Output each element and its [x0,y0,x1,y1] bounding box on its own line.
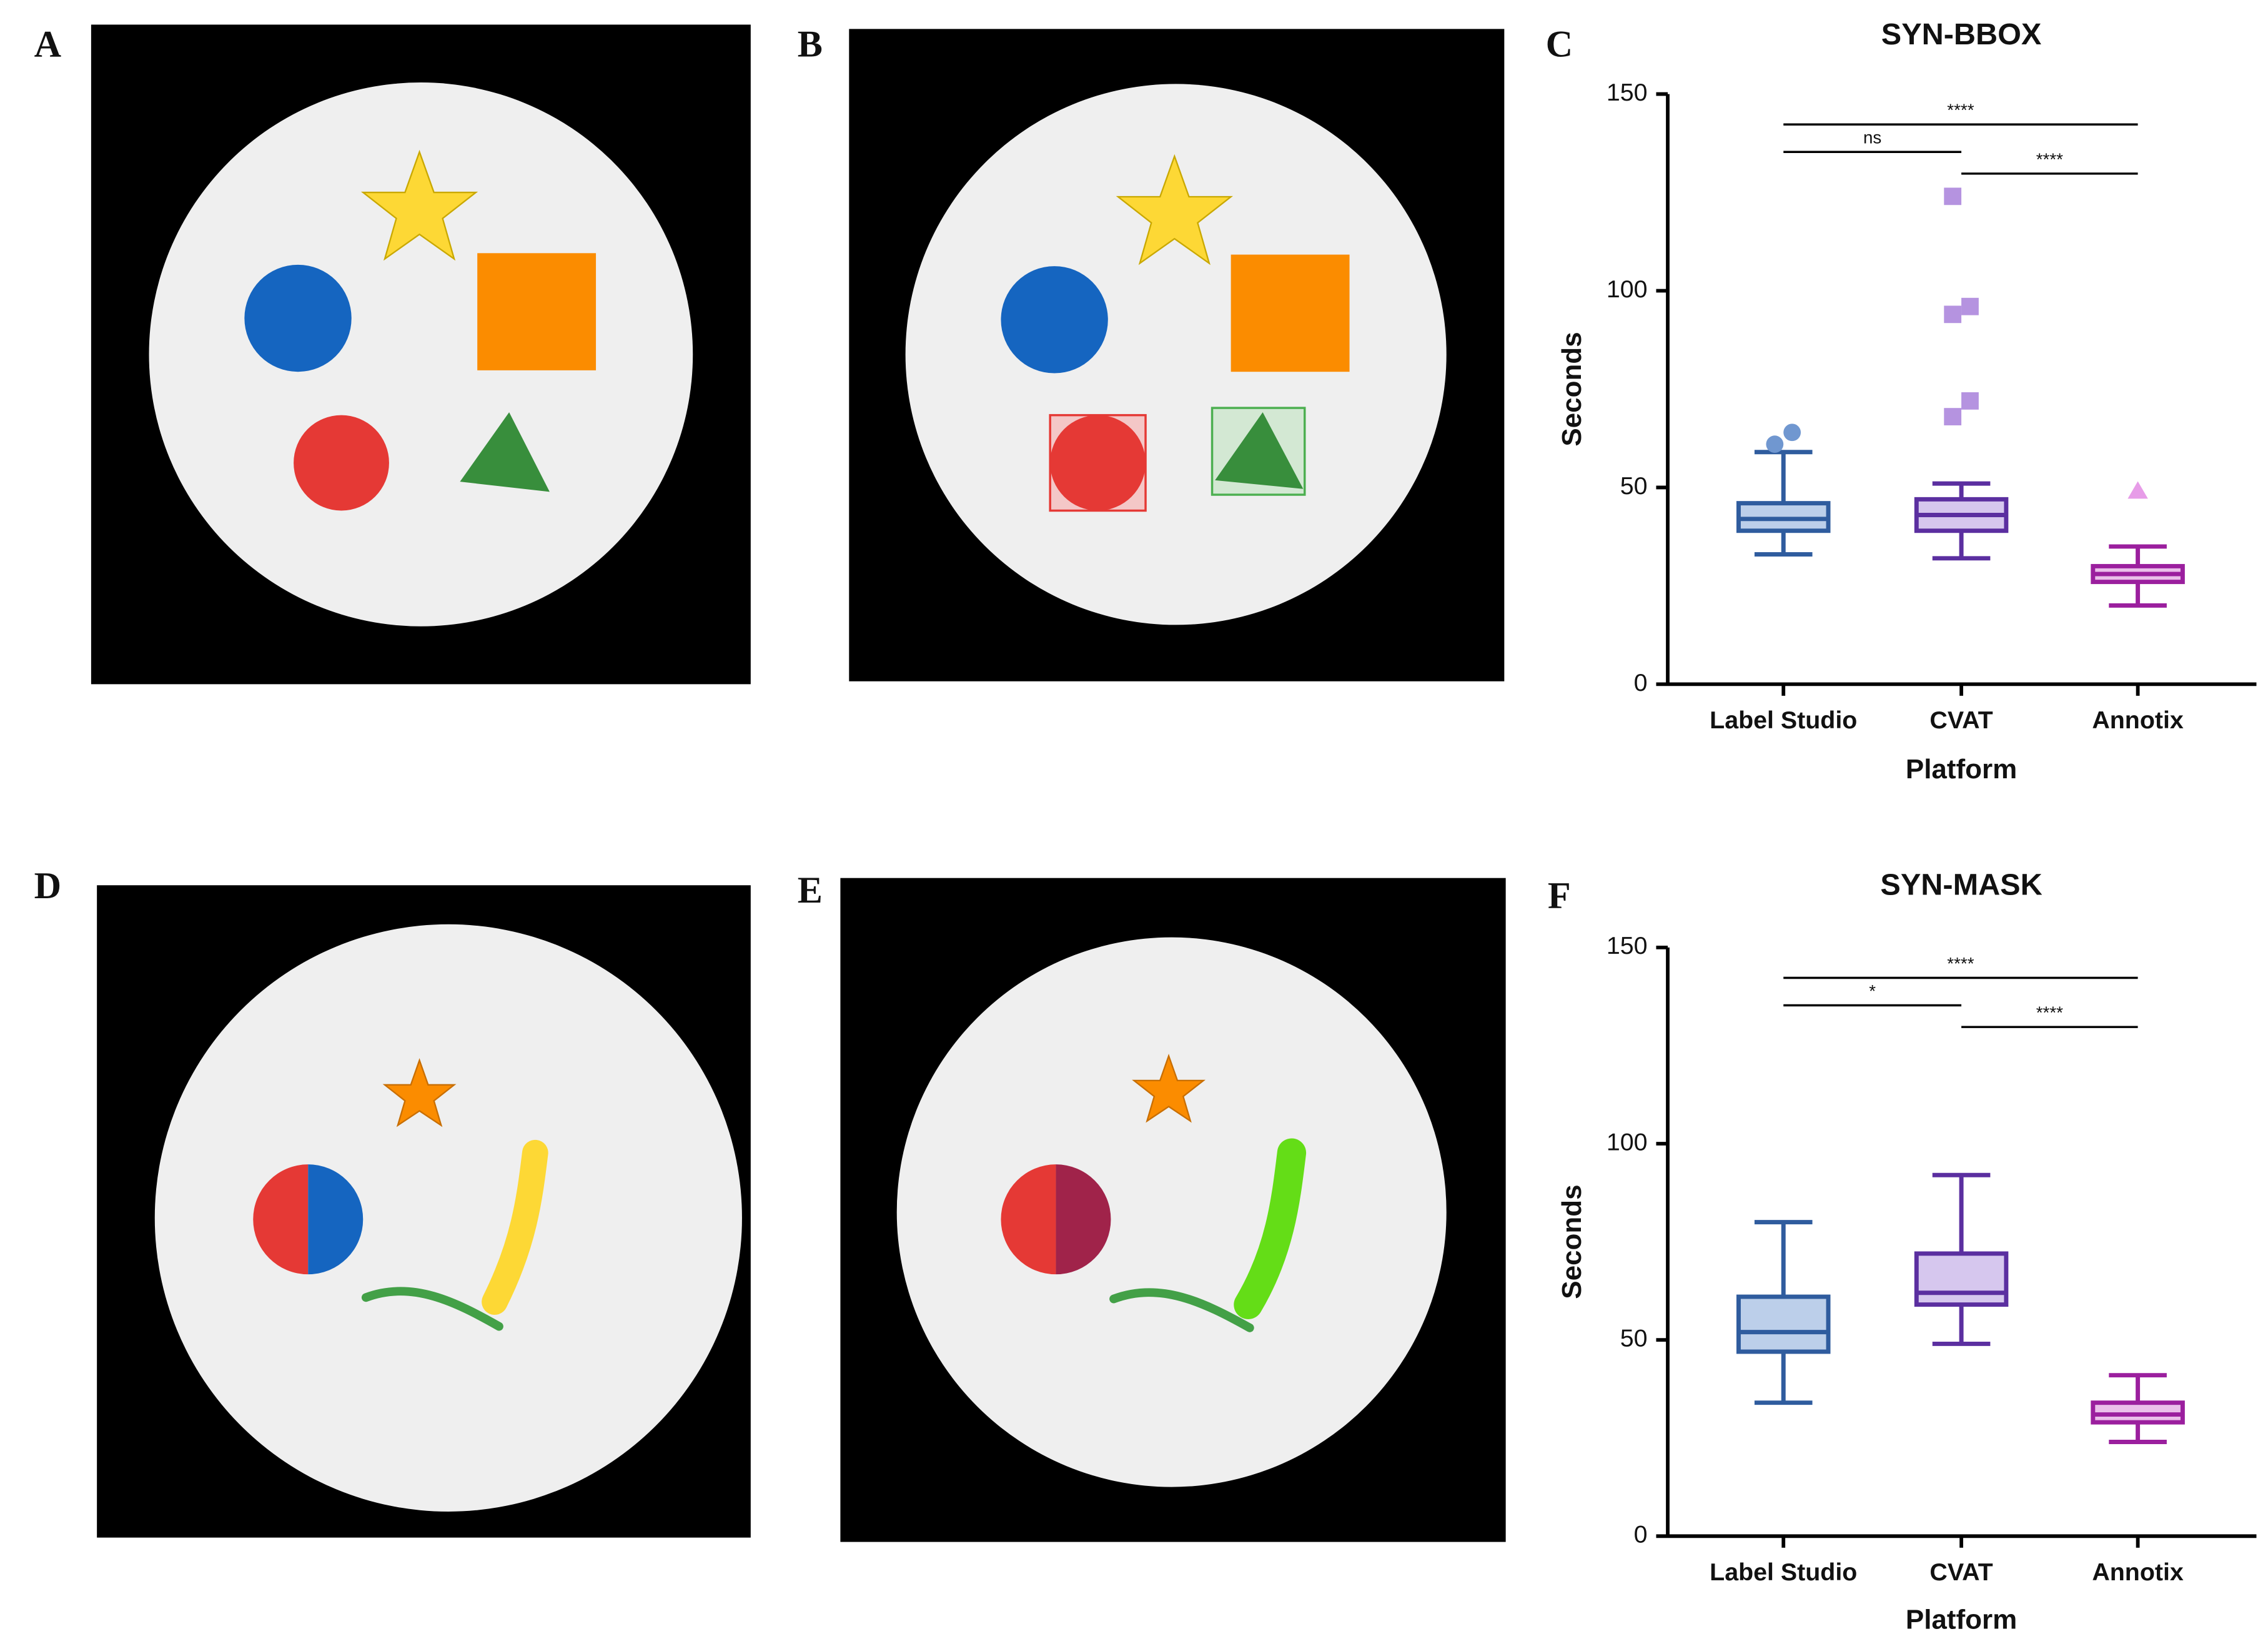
y-axis-label: Seconds [1557,332,1587,446]
half-circle [308,1164,364,1275]
outlier [1961,392,1979,410]
triangle [460,412,550,492]
stroke [1109,1288,1254,1332]
y-tick-label: 0 [1634,1521,1648,1548]
circle [1001,266,1108,374]
x-axis-label: Platform [1906,754,2017,785]
x-tick-label: Annotix [2092,706,2184,734]
x-tick-label: Annotix [2092,1558,2184,1586]
significance-label: **** [1947,954,1974,973]
outlier [1766,435,1784,453]
circle [1050,415,1146,511]
stroke [1234,1138,1307,1319]
panel-b [849,29,1505,681]
significance-label: * [1869,981,1876,1001]
x-axis-label: Platform [1906,1605,2017,1635]
panel-label: A [34,23,62,65]
panel-d [97,885,751,1538]
panel-e [840,878,1506,1542]
y-tick-label: 100 [1607,275,1648,303]
triangle [1215,412,1304,489]
y-tick-label: 150 [1607,79,1648,106]
box [1914,1251,2009,1307]
panel-a [91,24,751,685]
outlier [1944,305,1962,324]
square [1231,254,1350,372]
significance-label: ns [1863,128,1881,147]
stroke [361,1287,503,1331]
dish [149,82,693,626]
panel-label: D [34,865,61,907]
stroke [482,1139,548,1315]
panel-label: B [798,23,823,65]
x-tick-label: CVAT [1929,706,1993,734]
square [477,253,597,370]
y-tick-label: 0 [1634,669,1648,696]
x-tick-label: Label Studio [1710,1558,1857,1586]
dish [896,937,1447,1487]
outlier [2127,481,2148,499]
y-axis-label: Seconds [1557,1184,1587,1299]
significance-label: **** [1947,101,1974,120]
y-tick-label: 100 [1607,1128,1648,1156]
box [1736,1294,1831,1354]
outlier [1961,297,1979,315]
chart-title: SYN-BBOX [1881,17,2042,51]
x-tick-label: CVAT [1929,1558,1993,1586]
star [1116,154,1234,265]
y-tick-label: 150 [1607,932,1648,959]
panel-label: C [1546,23,1573,65]
half-circle [1056,1164,1111,1275]
half-circle [253,1164,309,1275]
y-tick-label: 50 [1620,472,1648,500]
outlier [1783,423,1801,442]
outlier [1944,408,1962,425]
chart-title: SYN-MASK [1880,868,2042,901]
star [360,149,478,261]
dish [905,84,1447,625]
significance-label: **** [2036,1003,2063,1023]
circle [244,264,352,372]
panel-label: E [798,869,823,911]
dish [154,924,742,1512]
circle [294,415,389,511]
x-tick-label: Label Studio [1710,706,1857,734]
star [382,1057,457,1127]
star [1132,1054,1206,1123]
significance-label: **** [2036,149,2063,169]
half-circle [1001,1164,1056,1275]
outlier [1944,187,1962,206]
y-tick-label: 50 [1620,1325,1648,1352]
panel-label: F [1548,875,1571,917]
